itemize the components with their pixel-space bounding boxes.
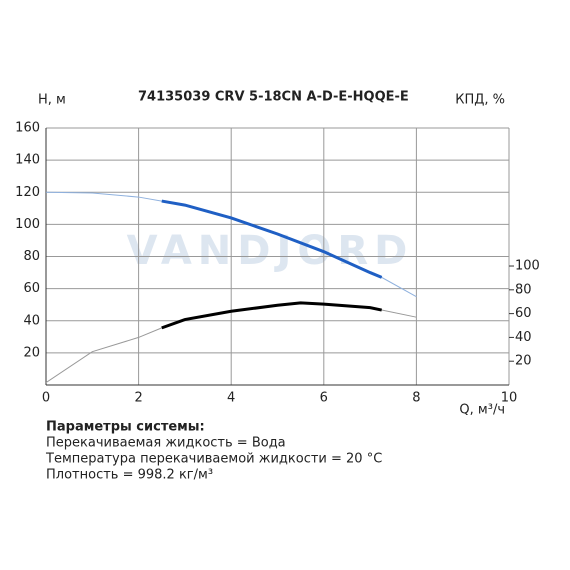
- y2-tick-label: 60: [515, 306, 532, 321]
- y-tick-label: 160: [15, 121, 40, 136]
- x-tick-label: 10: [501, 391, 518, 406]
- y-axis-label: H, м: [38, 93, 66, 108]
- watermark: VANDJORD: [127, 228, 414, 274]
- y-tick-label: 60: [23, 281, 40, 296]
- x-tick-label: 0: [42, 391, 50, 406]
- y2-tick-label: 40: [515, 330, 532, 345]
- y2-axis-label: КПД, %: [455, 93, 505, 108]
- y-tick-label: 120: [15, 185, 40, 200]
- y-tick-label: 80: [23, 249, 40, 264]
- x-tick-label: 8: [412, 391, 420, 406]
- y-tick-label: 40: [23, 313, 40, 328]
- y2-tick-label: 20: [515, 354, 532, 369]
- y-tick-label: 140: [15, 153, 40, 168]
- curve-operating: [161, 301, 382, 330]
- curve-operating: [161, 199, 383, 279]
- x-tick-label: 6: [320, 391, 328, 406]
- params-line: Плотность = 998.2 кг/м³: [46, 468, 213, 483]
- y-tick-label: 20: [23, 345, 40, 360]
- params-line: Перекачиваемая жидкость = Вода: [46, 436, 286, 451]
- x-axis-label: Q, м³/ч: [459, 403, 505, 418]
- params-line: Температура перекачиваемой жидкости = 20…: [45, 452, 382, 467]
- x-tick-label: 2: [134, 391, 142, 406]
- y2-tick-label: 100: [515, 259, 540, 274]
- x-tick-label: 4: [227, 391, 235, 406]
- chart-title: 74135039 CRV 5-18CN A-D-E-HQQE-E: [138, 90, 409, 105]
- y-tick-label: 100: [15, 217, 40, 232]
- params-heading: Параметры системы:: [46, 420, 205, 435]
- y2-tick-label: 80: [515, 282, 532, 297]
